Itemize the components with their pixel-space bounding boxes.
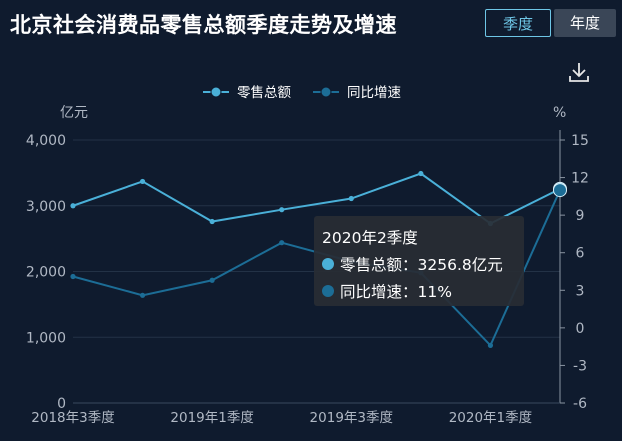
y-left-tick-label: 1,000	[26, 330, 66, 346]
y-left-tick-label: 0	[57, 396, 66, 412]
x-tick-label: 2019年1季度	[170, 410, 253, 426]
data-point-growth	[139, 292, 146, 298]
legend-label: 零售总额	[237, 85, 291, 101]
tab-quarter[interactable]: 季度	[485, 9, 551, 37]
y-right-tick-label: -6	[573, 396, 587, 412]
y-right-tick-label: 15	[571, 133, 589, 149]
data-point-growth	[70, 273, 76, 280]
y-right-tick-label: -3	[573, 358, 587, 374]
y-right-tick-label: 3	[576, 283, 585, 299]
data-point-retail	[418, 170, 424, 177]
tooltip-row-retail: 零售总额：3256.8亿元	[322, 253, 516, 275]
legend[interactable]: 零售总额 同比增速	[203, 85, 401, 101]
tooltip-row-growth: 同比增速：11%	[322, 280, 516, 302]
data-point-retail	[70, 203, 76, 209]
y-right-tick-label: 6	[576, 246, 585, 262]
retail-marker-icon	[322, 258, 334, 270]
y-left-axis-label: 亿元	[60, 105, 88, 121]
y-right-tick-label: 12	[571, 171, 589, 187]
data-point-growth	[209, 277, 215, 283]
x-tick-label: 2019年3季度	[310, 410, 393, 426]
data-point-retail	[279, 207, 285, 213]
data-point-retail	[348, 195, 354, 202]
legend-label: 同比增速	[347, 85, 401, 101]
data-point-growth	[279, 240, 285, 246]
data-point-growth	[553, 183, 567, 198]
data-point-retail	[209, 218, 215, 225]
x-tick-label: 2018年3季度	[31, 410, 114, 426]
tooltip-retail-value: 零售总额：3256.8亿元	[340, 256, 503, 274]
axis-layer: 0 1,000 2,000 3,000 4,000 -6 -3 0 3 6 9 12 15 亿元 % 2018…	[26, 105, 589, 426]
data-point-growth	[487, 342, 494, 348]
legend-item-growth[interactable]: 同比增速	[313, 85, 401, 101]
data-point-retail	[139, 178, 146, 185]
x-tick-label: 2020年1季度	[449, 410, 532, 426]
tab-year[interactable]: 年度	[554, 9, 616, 37]
legend-marker-icon	[210, 86, 222, 98]
y-left-tick-label: 2,000	[26, 265, 66, 281]
series-line-retail	[72, 172, 561, 225]
growth-marker-icon	[322, 285, 334, 297]
y-left-tick-label: 3,000	[26, 199, 66, 215]
y-left-tick-label: 4,000	[26, 133, 66, 149]
page-title: 北京社会消费品零售总额季度走势及增速	[10, 13, 397, 37]
tooltip-growth-value: 同比增速：11%	[340, 283, 452, 301]
tooltip: 2020年2季度 零售总额：3256.8亿元 同比增速：11%	[314, 216, 524, 306]
download-icon[interactable]	[568, 61, 590, 83]
tooltip-title: 2020年2季度	[322, 229, 418, 247]
y-right-tick-label: 0	[576, 321, 585, 337]
y-right-tick-label: 9	[576, 208, 585, 224]
legend-marker-icon	[320, 86, 332, 98]
legend-item-retail[interactable]: 零售总额	[203, 85, 291, 101]
y-right-axis-label: %	[553, 105, 566, 121]
